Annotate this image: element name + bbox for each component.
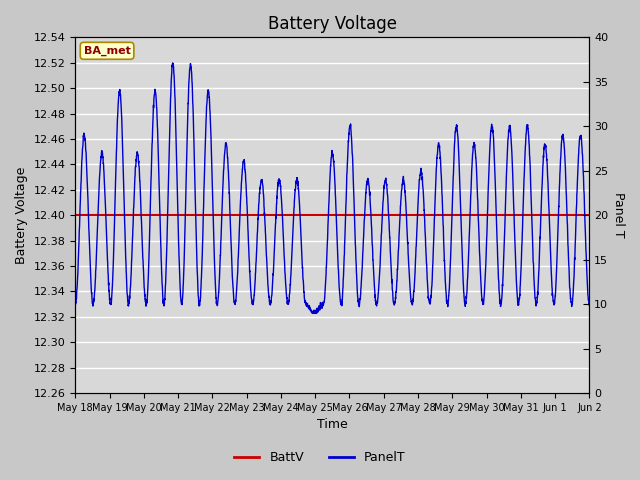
- Text: BA_met: BA_met: [84, 46, 131, 56]
- Y-axis label: Panel T: Panel T: [612, 192, 625, 238]
- Legend: BattV, PanelT: BattV, PanelT: [229, 446, 411, 469]
- Y-axis label: Battery Voltage: Battery Voltage: [15, 167, 28, 264]
- X-axis label: Time: Time: [317, 419, 348, 432]
- Title: Battery Voltage: Battery Voltage: [268, 15, 397, 33]
